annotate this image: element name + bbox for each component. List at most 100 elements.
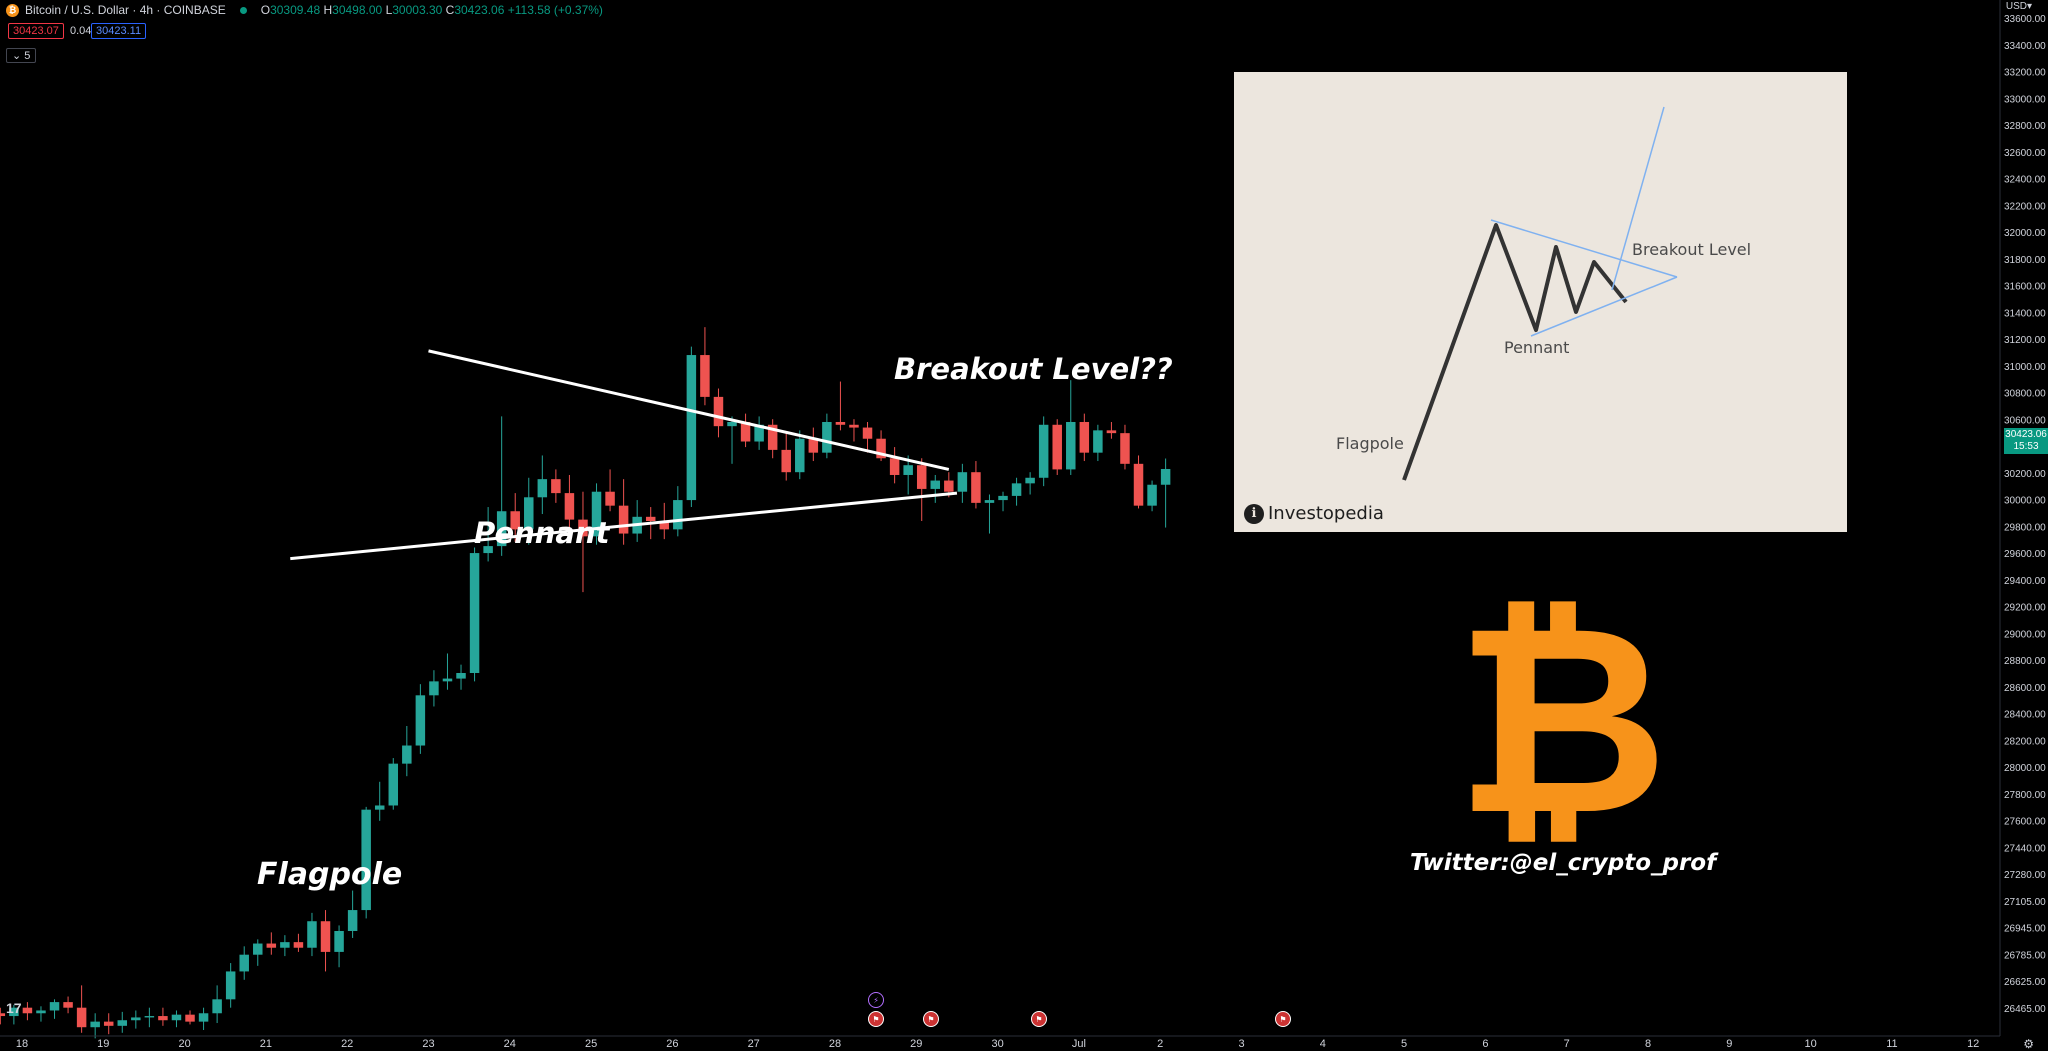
price-tick-label: 31200.00 xyxy=(2004,335,2046,346)
us-flag-event-icon[interactable]: ⚑ xyxy=(868,1011,884,1027)
candle-body xyxy=(754,424,764,442)
candle-body xyxy=(822,421,832,453)
trendline-lower xyxy=(290,491,958,561)
candle-body xyxy=(496,511,507,547)
price-tick-label: 33200.00 xyxy=(2004,68,2046,79)
bitcoin-icon: ₿ xyxy=(6,3,19,17)
candle-body xyxy=(212,999,222,1014)
candle-body xyxy=(158,1016,168,1021)
us-flag-event-icon[interactable]: ⚑ xyxy=(923,1011,939,1027)
candle-body xyxy=(618,505,629,534)
indicators-toggle[interactable]: ⌄ 5 xyxy=(6,48,37,63)
symbol-legend[interactable]: ₿ Bitcoin / U.S. Dollar · 4h · COINBASE … xyxy=(6,3,603,17)
tradingview-logo-icon[interactable]: 17 xyxy=(6,1000,22,1016)
candle-body xyxy=(889,458,900,475)
price-tick-label: 27440.00 xyxy=(2004,843,2046,854)
candle-body xyxy=(280,942,290,948)
price-tick-label: 29600.00 xyxy=(2004,549,2046,560)
candle-body xyxy=(347,910,358,931)
candle-body xyxy=(415,695,426,746)
price-tick-label: 31400.00 xyxy=(2004,308,2046,319)
price-tick-label: 32000.00 xyxy=(2004,228,2046,239)
price-tick-label: 30600.00 xyxy=(2004,415,2046,426)
price-axis[interactable]: 33600.00 33400.00 33200.00 33000.00 32800.00… xyxy=(2004,14,2046,1015)
currency-select[interactable]: USD▾ xyxy=(2005,1,2032,12)
candle-body xyxy=(605,491,615,506)
candle-body xyxy=(36,1010,46,1014)
us-flag-event-icon[interactable]: ⚑ xyxy=(1275,1011,1291,1027)
buy-button[interactable]: 30423.11 xyxy=(91,23,147,39)
candle-body xyxy=(944,480,954,492)
inset-breakout-label: Breakout Level xyxy=(1632,240,1752,259)
candle-body xyxy=(1106,430,1117,434)
gear-icon[interactable]: ⚙ xyxy=(2023,1037,2034,1051)
pennant-diagram xyxy=(1402,106,1678,481)
candle-body xyxy=(1066,421,1076,470)
price-tick-label: 29000.00 xyxy=(2004,629,2046,640)
chevron-down-icon: ⌄ xyxy=(12,50,22,62)
candle-body xyxy=(903,465,913,475)
time-tick-label: 30 xyxy=(991,1038,1003,1050)
time-tick-label: 21 xyxy=(260,1038,272,1050)
candle-body xyxy=(144,1016,155,1018)
candle-body xyxy=(171,1014,182,1021)
candle-body xyxy=(984,500,995,503)
time-tick-label: 6 xyxy=(1482,1038,1488,1050)
candle-body xyxy=(131,1017,141,1021)
trendlines-layer xyxy=(290,349,958,561)
time-tick-label: 26 xyxy=(666,1038,678,1050)
price-tick-label: 33000.00 xyxy=(2004,94,2046,105)
candle-body xyxy=(998,495,1008,501)
candle-body xyxy=(76,1007,87,1028)
event-lightning-icon[interactable]: ⚡ xyxy=(868,992,884,1008)
candle-body xyxy=(49,1002,60,1011)
candle-body xyxy=(862,427,873,439)
candle-body xyxy=(266,943,277,948)
price-tick-label: 29200.00 xyxy=(2004,603,2046,614)
price-tick-label: 27105.00 xyxy=(2004,897,2046,908)
candle-body xyxy=(673,500,683,530)
twitter-handle: Twitter:@el_crypto_prof xyxy=(1410,850,1717,876)
trendline-upper xyxy=(428,349,950,471)
candle-body xyxy=(1093,430,1103,453)
candle-body xyxy=(578,519,588,537)
candle-body xyxy=(686,355,697,501)
candle-body xyxy=(808,438,819,453)
price-tick-label: 31000.00 xyxy=(2004,362,2046,373)
candle-body xyxy=(930,480,941,489)
pennant-annotation: Pennant xyxy=(474,516,610,550)
us-flag-event-icon[interactable]: ⚑ xyxy=(1031,1011,1047,1027)
time-tick-label: 23 xyxy=(422,1038,434,1050)
time-tick-label: 29 xyxy=(910,1038,922,1050)
investopedia-icon: ℹ xyxy=(1244,503,1264,524)
candle-body xyxy=(767,424,778,450)
candle-body xyxy=(103,1021,114,1026)
candle-body xyxy=(22,1007,33,1014)
candle-body xyxy=(90,1021,100,1028)
candle-body xyxy=(293,942,304,948)
candle-body xyxy=(645,516,656,521)
candle-body xyxy=(1160,468,1171,485)
time-tick-label: 25 xyxy=(585,1038,597,1050)
price-tick-label: 33600.00 xyxy=(2004,14,2046,25)
candle-body xyxy=(1011,483,1022,496)
flagpole-price-line xyxy=(1402,223,1628,481)
price-tick-label: 28400.00 xyxy=(2004,710,2046,721)
candle-body xyxy=(713,396,724,427)
sell-button[interactable]: 30423.07 xyxy=(8,23,64,39)
time-tick-label: 18 xyxy=(16,1038,28,1050)
candle-body xyxy=(0,1013,6,1017)
time-tick-label: 11 xyxy=(1886,1038,1897,1050)
candle-body xyxy=(185,1014,195,1022)
price-tick-label: 30200.00 xyxy=(2004,469,2046,480)
candle-body xyxy=(117,1020,128,1026)
candle-body xyxy=(510,511,520,530)
investopedia-logo: ℹ Investopedia xyxy=(1244,503,1384,524)
candle-body xyxy=(591,491,602,537)
candle-body xyxy=(334,930,344,952)
spread-value: 0.04 xyxy=(70,25,92,37)
price-tick-label: 31600.00 xyxy=(2004,282,2046,293)
time-axis[interactable]: 18 19 20 21 22 23 24 25 26 27 28 29 30 Jul 2 3 4 5 6 7 8 9 10 1… xyxy=(16,1038,1979,1050)
candle-body xyxy=(659,521,670,530)
